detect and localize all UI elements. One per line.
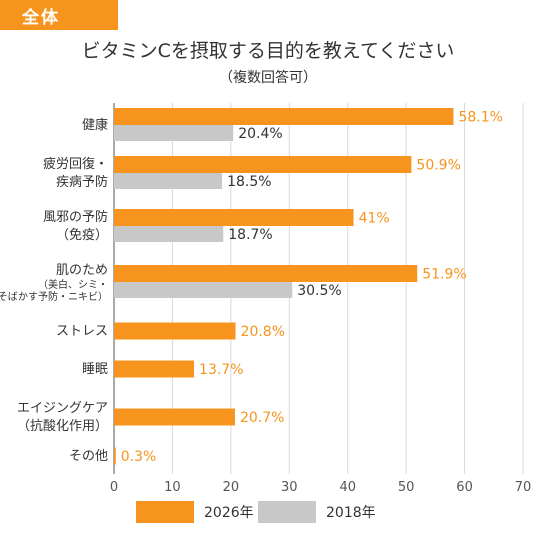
category-label: 風邪の予防 [43,209,108,225]
bar-2026 [114,265,418,282]
data-label-2026: 58.1% [458,110,502,126]
category-label: エイジングケア [17,401,108,416]
category-label: ストレス [56,324,108,339]
legend-swatch-2018 [258,501,316,523]
category-label-note: そばかす予防・ニキビ） [0,290,108,303]
category-label: 疾病予防 [56,174,108,190]
data-label-2026: 51.9% [422,267,466,283]
segment-badge: 全体 [0,0,118,30]
legend-label-2018: 2018年 [326,505,376,521]
category-label: 睡眠 [82,362,108,377]
category-label-note: （美白、シミ・ [38,278,108,291]
legend-label-2026: 2026年 [204,505,254,521]
data-label-2026: 41% [359,211,390,227]
category-label: 疲労回復・ [43,156,108,172]
bar-2026 [114,322,236,340]
data-label-2018: 30.5% [297,283,341,299]
x-tick-label: 40 [339,480,356,495]
bar-2026 [114,408,235,426]
chart-subtitle: （複数回答可） [219,70,317,86]
bar-2026 [114,209,354,226]
legend-swatch-2026 [136,501,194,523]
data-label-2018: 20.4% [238,126,282,142]
chart-title: ビタミンCを摂取する目的を教えてください [81,40,455,62]
data-label-2026: 20.8% [241,324,285,340]
category-label: 健康 [82,117,108,133]
data-label-2026: 13.7% [199,362,243,378]
data-label-2018: 18.7% [228,227,272,243]
x-tick-label: 50 [398,480,415,495]
bar-2026 [114,447,116,465]
x-tick-label: 30 [281,480,298,495]
bar-2018 [114,173,223,189]
x-tick-label: 0 [110,480,118,495]
bar-2018 [114,226,224,242]
x-tick-label: 70 [515,480,532,495]
bar-2026 [114,108,454,125]
x-tick-label: 10 [164,480,181,495]
data-label-2026: 0.3% [121,449,157,465]
category-label: （抗酸化作用） [17,419,108,434]
bar-2026 [114,360,195,378]
bar-2018 [114,282,293,298]
bar-2018 [114,125,234,141]
data-label-2018: 18.5% [227,174,271,190]
x-tick-label: 20 [223,480,240,495]
bar-2026 [114,156,412,173]
x-tick-label: 60 [456,480,473,495]
data-label-2026: 20.7% [240,410,284,426]
category-label: その他 [69,449,108,464]
category-label: （免疫） [56,227,108,243]
data-label-2026: 50.9% [416,158,460,174]
category-label: 肌のため [56,263,108,278]
